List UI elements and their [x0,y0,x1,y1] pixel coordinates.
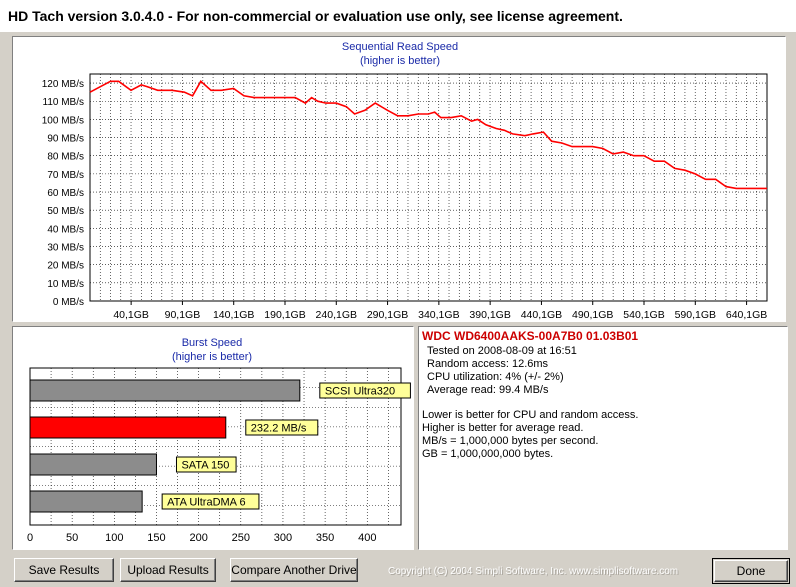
burst-bar [29,379,301,402]
sequential-x-tick-label: 640,1GB [726,309,767,321]
sequential-y-tick-label: 40 MB/s [47,224,84,235]
sequential-x-tick-label: 190,1GB [264,309,305,321]
sequential-x-tick-label: 440,1GB [521,309,562,321]
burst-x-tick-label: 100 [105,532,123,544]
sequential-y-tick-label: 70 MB/s [47,170,84,181]
sequential-y-tick-label: 10 MB/s [47,279,84,290]
sequential-y-tick-label: 30 MB/s [47,243,84,254]
sequential-chart-title-block: Sequential Read Speed (higher is better) [290,40,510,68]
burst-x-tick-label: 0 [27,532,33,544]
burst-x-tick-label: 300 [274,532,292,544]
sequential-y-tick-label: 110 MB/s [43,97,85,108]
sequential-x-tick-label: 240,1GB [316,309,357,321]
average-read: Average read: 99.4 MB/s [427,384,549,396]
compare-another-drive-label: Compare Another Drive [231,563,357,577]
save-results-button[interactable]: Save Results [14,558,114,582]
note-higher-better: Higher is better for average read. [422,422,584,434]
sequential-read-line [89,80,767,190]
burst-chart: 0 50 100 150 200 250 300 350 400 SCSI Ultra320 232… [27,367,411,544]
window-title: HD Tach version 3.0.4.0 - For non-commer… [8,8,623,24]
sequential-x-tick-label: 540,1GB [623,309,664,321]
burst-bar-label: ATA UltraDMA 6 [167,497,245,509]
sequential-x-tick-label: 90,1GB [165,309,201,321]
upload-results-label: Upload Results [127,563,209,577]
burst-bar-label-box [175,456,237,473]
title-bar: HD Tach version 3.0.4.0 - For non-commer… [0,0,796,32]
random-access: Random access: 12.6ms [427,358,549,370]
sequential-y-tick-label: 0 MB/s [53,297,84,308]
burst-chart-subtitle: (higher is better) [171,351,253,363]
done-button[interactable]: Done [714,560,788,582]
note-mbs-definition: MB/s = 1,000,000 bytes per second. [422,435,599,447]
sequential-x-tick-label: 140,1GB [213,309,254,321]
sequential-x-tick-label: 290,1GB [367,309,408,321]
burst-x-tick-label: 150 [147,532,165,544]
cpu-utilization: CPU utilization: 4% (+/- 2%) [427,371,564,383]
burst-bar [29,453,157,476]
burst-bar-label: SCSI Ultra320 [325,386,395,398]
sequential-y-tick-label: 50 MB/s [47,206,84,217]
sequential-plot-frame [89,73,768,302]
drive-info-panel [418,326,788,550]
copyright-text: Copyright (C) 2004 Simpli Software, Inc.… [388,566,679,577]
burst-bar-label-box [319,382,411,399]
save-results-label: Save Results [28,563,100,577]
sequential-chart-title: Sequential Read Speed [341,41,459,53]
burst-chart-title-block: Burst Speed (higher is better) [112,336,312,364]
tested-on: Tested on 2008-08-09 at 16:51 [427,345,577,357]
sequential-chart-subtitle: (higher is better) [359,55,441,67]
burst-bar-label: 232.2 MB/s [251,423,307,435]
drive-name: WDC WD6400AAKS-00A7B0 01.03B01 [422,329,639,343]
sequential-x-tick-label: 490,1GB [572,309,613,321]
sequential-x-tick-label: 590,1GB [675,309,716,321]
sequential-x-tick-label: 390,1GB [469,309,510,321]
compare-another-drive-button[interactable]: Compare Another Drive [230,558,358,582]
sequential-chart: 120 MB/s 110 MB/s 100 MB/s 90 MB/s 80 MB/s 70… [42,73,768,321]
burst-bar [29,490,143,513]
burst-x-tick-label: 350 [316,532,334,544]
sequential-y-tick-label: 90 MB/s [47,134,84,145]
burst-x-tick-label: 50 [66,532,78,544]
sequential-x-tick-label: 340,1GB [418,309,459,321]
sequential-y-tick-label: 100 MB/s [42,115,84,126]
burst-bar-label-box [161,493,260,510]
burst-chart-title: Burst Speed [181,337,243,349]
note-lower-better: Lower is better for CPU and random acces… [422,409,639,421]
burst-x-tick-label: 400 [358,532,376,544]
done-button-focus-frame [712,558,790,584]
burst-x-tick-label: 200 [189,532,207,544]
burst-bar [29,416,227,439]
sequential-y-tick-label: 20 MB/s [47,261,84,272]
done-label: Done [736,564,766,578]
sequential-y-tick-label: 60 MB/s [47,188,84,199]
burst-bar-label: SATA 150 [181,460,229,472]
sequential-x-tick-label: 40,1GB [113,309,149,321]
sequential-y-tick-label: 120 MB/s [42,79,84,90]
note-gb-definition: GB = 1,000,000,000 bytes. [422,448,554,460]
burst-bar-label-box [245,419,319,436]
burst-x-tick-label: 250 [232,532,250,544]
sequential-y-tick-label: 80 MB/s [47,152,84,163]
burst-plot-frame [29,367,402,526]
upload-results-button[interactable]: Upload Results [120,558,216,582]
